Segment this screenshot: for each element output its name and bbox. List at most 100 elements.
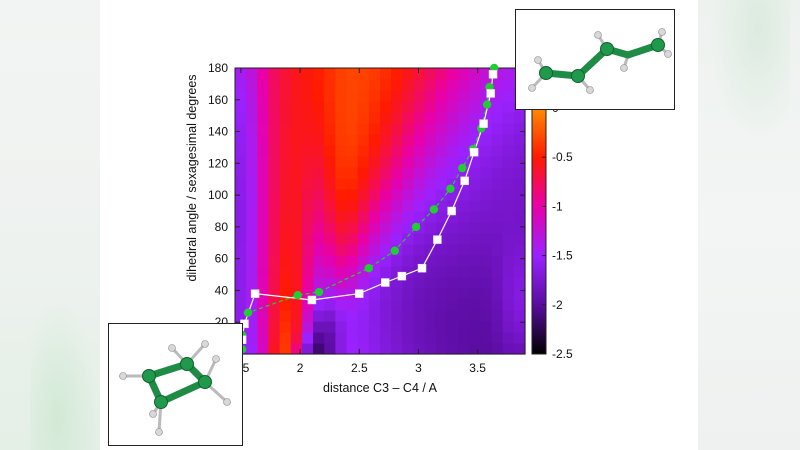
heatmap-cell (391, 90, 403, 102)
series-1-point (390, 246, 399, 255)
heatmap-cell (290, 222, 303, 234)
heatmap-cell (324, 68, 336, 80)
heatmap-cell (324, 266, 336, 278)
x-tick-label: 2.5 (351, 361, 368, 375)
heatmap-cell (290, 200, 303, 212)
heatmap-cell (301, 123, 314, 135)
heatmap-cell (491, 211, 504, 223)
heatmap-cell (257, 112, 270, 124)
heatmap-cell (513, 332, 526, 344)
heatmap-cell (357, 233, 370, 245)
heatmap-cell (357, 277, 370, 289)
heatmap-cell (368, 112, 381, 124)
heatmap-cell (391, 343, 403, 355)
heatmap-cell (313, 255, 325, 267)
heatmap-cell (301, 321, 314, 333)
heatmap-cell (402, 310, 415, 322)
heatmap-cell (446, 211, 459, 223)
heatmap-cell (357, 343, 370, 355)
heatmap-cell (502, 68, 515, 80)
heatmap-cell (368, 310, 381, 322)
heatmap-cell (513, 156, 526, 168)
heatmap-cell (301, 178, 314, 190)
heatmap-cell (246, 211, 258, 223)
series-1-point (314, 287, 324, 297)
colorbar-tick-label: -2.5 (552, 347, 573, 361)
heatmap-cell (513, 321, 526, 333)
heatmap-cell (391, 288, 403, 300)
heatmap-grid (235, 68, 526, 355)
heatmap-cell (435, 189, 448, 201)
heatmap-cell (458, 233, 470, 245)
heatmap-cell (246, 255, 258, 267)
heatmap-cell (335, 310, 348, 322)
heatmap-cell (458, 123, 470, 135)
heatmap-cell (446, 332, 459, 344)
heatmap-cell (435, 310, 448, 322)
heatmap-cell (402, 68, 415, 80)
heatmap-cell (402, 343, 415, 355)
heatmap-cell (301, 189, 314, 201)
heatmap-cell (513, 167, 526, 179)
heatmap-cell (491, 266, 504, 278)
heatmap-cell (357, 134, 370, 146)
heatmap-cell (391, 299, 403, 311)
heatmap-cell (313, 134, 325, 146)
x-tick-label: 2 (297, 361, 304, 375)
left-background-panel (0, 0, 100, 450)
heatmap-cell (357, 123, 370, 135)
heatmap-cell (290, 310, 303, 322)
heatmap-cell (380, 123, 392, 135)
heatmap-cell (235, 288, 247, 300)
heatmap-cell (246, 123, 258, 135)
heatmap-cell (424, 90, 437, 102)
heatmap-cell (324, 244, 336, 256)
heatmap-cell (491, 90, 504, 102)
heatmap-cell (268, 134, 281, 146)
heatmap-cell (391, 233, 403, 245)
heatmap-cell (413, 310, 426, 322)
series-2-point (307, 295, 317, 305)
heatmap-cell (513, 211, 526, 223)
heatmap-cell (357, 244, 370, 256)
heatmap-cell (246, 134, 258, 146)
heatmap-cell (268, 178, 281, 190)
heatmap-cell (469, 266, 481, 278)
heatmap-cell (346, 90, 359, 102)
heatmap-cell (502, 101, 515, 113)
heatmap-cell (458, 266, 470, 278)
heatmap-cell (301, 101, 314, 113)
heatmap-cell (335, 145, 348, 157)
series-2-point (460, 176, 469, 186)
heatmap-cell (380, 167, 392, 179)
heatmap-cell (368, 321, 381, 333)
heatmap-cell (458, 222, 470, 234)
series-2-point (447, 206, 456, 216)
heatmap-cell (235, 211, 247, 223)
heatmap-cell (480, 288, 493, 300)
heatmap-cell (413, 68, 426, 80)
molecule-inset-ring (108, 323, 243, 446)
heatmap-cell (301, 200, 314, 212)
heatmap-cell (368, 332, 381, 344)
heatmap-cell (268, 123, 281, 135)
heatmap-cell (313, 101, 325, 113)
heatmap-cell (413, 255, 426, 267)
right-background-panel (698, 0, 800, 450)
heatmap-cell (235, 79, 247, 91)
heatmap-cell (435, 288, 448, 300)
heatmap-cell (246, 321, 258, 333)
heatmap-cell (235, 310, 247, 322)
series-2-point (479, 119, 488, 128)
heatmap-cell (446, 321, 459, 333)
heatmap-cell (279, 101, 292, 113)
heatmap-cell (235, 200, 247, 212)
series-2-point (433, 235, 442, 244)
heatmap-cell (480, 277, 493, 289)
heatmap-cell (324, 156, 336, 168)
heatmap-cell (257, 277, 270, 289)
heatmap-cell (480, 167, 493, 179)
colorbar-tick-label: -1 (552, 199, 563, 213)
heatmap-cell (335, 101, 348, 113)
heatmap-cell (301, 68, 314, 80)
